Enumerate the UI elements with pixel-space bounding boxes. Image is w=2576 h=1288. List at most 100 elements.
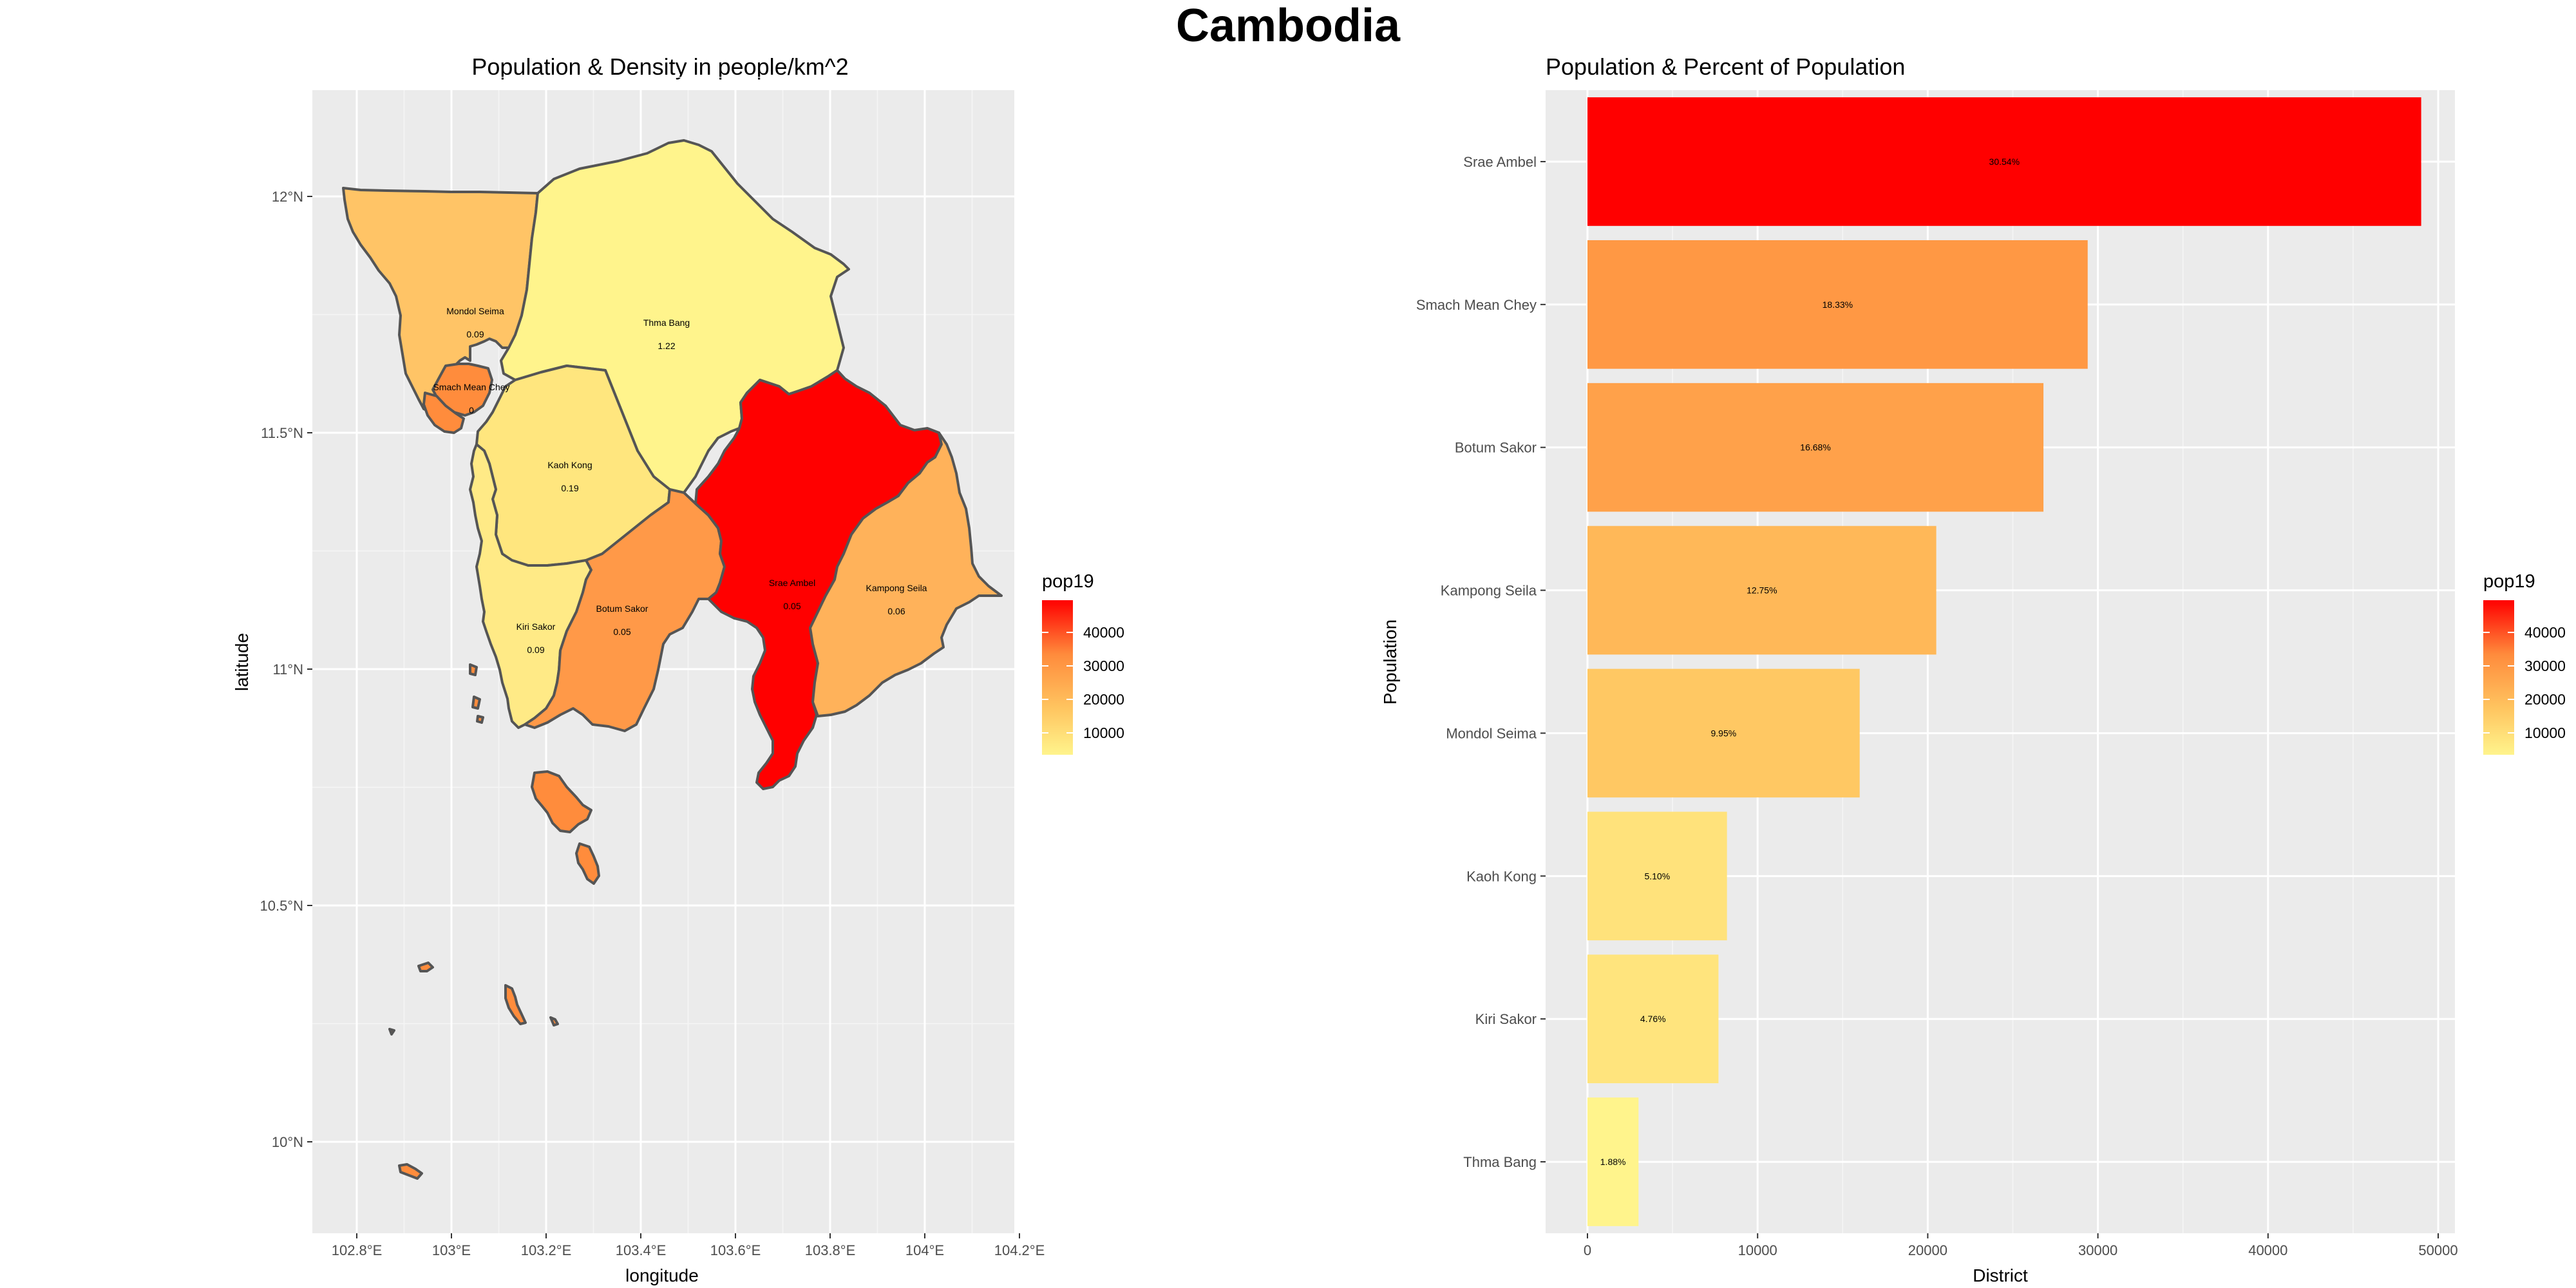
bar (1587, 526, 1937, 655)
bar-legend-title: pop19 (2483, 571, 2535, 592)
map-x-tick-label: 103.2°E (521, 1242, 572, 1258)
bar-panel-title: Population & Percent of Population (1546, 53, 1905, 80)
main-title: Cambodia (1175, 0, 1401, 52)
map-axes: 102.8°E 103°E 103.2°E 103.4°E 103.6°E 103.8°E… (260, 189, 1045, 1258)
bar-category-label: Kampong Seila (1441, 583, 1537, 599)
district-botum-sakor (524, 488, 726, 732)
map-legend-label: 30000 (1083, 658, 1124, 674)
bar-legend-colorbar (2483, 600, 2514, 755)
bar (1587, 811, 1727, 941)
bar-category-label: Thma Bang (1463, 1154, 1537, 1170)
bar-x-tick-label: 20000 (1908, 1242, 1947, 1258)
bar-percent-label: 16.68% (1800, 442, 1830, 453)
bar-percent-label: 12.75% (1747, 585, 1777, 596)
bar-percent-label: 4.76% (1640, 1014, 1666, 1024)
map-legend-title: pop19 (1042, 571, 1094, 592)
map-district-name: Mondol Seima (446, 306, 504, 316)
map-legend-ticks: 40000 30000 20000 10000 (1042, 624, 1124, 741)
map-district-name: Smach Mean Chey (433, 382, 509, 392)
map-panel-title: Population & Density in people/km^2 (471, 53, 848, 80)
island-small-7 (471, 696, 481, 710)
map-x-tick-label: 102.8°E (332, 1242, 383, 1258)
map-district-density: 0.05 (783, 601, 800, 611)
map-district-name: Kiri Sakor (516, 621, 556, 632)
island-small-5 (388, 1028, 395, 1036)
map-x-tick-label: 104°E (905, 1242, 944, 1258)
map-district-density: 0.19 (561, 483, 578, 493)
district-srae-ambel (694, 369, 943, 790)
bar-legend-label: 10000 (2524, 724, 2566, 741)
bar-category-label: Srae Ambel (1463, 154, 1537, 170)
map-y-tick-label: 11.5°N (261, 425, 303, 441)
bar (1587, 954, 1719, 1084)
bar (1587, 383, 2044, 512)
map-district-labels: Mondol Seima 0.09 Thma Bang 1.22 Smach Mean … (433, 306, 927, 655)
bar-percent-label: 30.54% (1989, 156, 2020, 167)
map-district-name: Kaoh Kong (547, 460, 592, 470)
bar-legend-label: 40000 (2524, 624, 2566, 641)
bar-y-axis-title: Population (1380, 620, 1400, 705)
map-x-axis-title: longitude (625, 1265, 699, 1285)
map-district-density: 0.09 (466, 329, 484, 339)
bar-legend-label: 30000 (2524, 658, 2566, 674)
map-district-name: Botum Sakor (596, 603, 649, 614)
map-legend: pop19 40000 30000 20000 10000 (1042, 571, 1124, 755)
map-district-density: 0.06 (887, 606, 905, 616)
map-district-density: 0.05 (613, 627, 630, 637)
island-small-8 (476, 715, 484, 724)
map-district-name: Kampong Seila (866, 583, 927, 593)
map-x-tick-label: 103.6°E (710, 1242, 761, 1258)
district-coast-islands (422, 392, 465, 434)
island-small-6 (469, 663, 478, 676)
map-y-axis-title: latitude (232, 633, 252, 691)
bar-legend-label: 20000 (2524, 691, 2566, 708)
bar-x-tick-label: 10000 (1738, 1242, 1777, 1258)
map-district-density: 0 (469, 405, 474, 415)
bar-category-label: Kiri Sakor (1475, 1011, 1537, 1027)
bar-x-tick-label: 30000 (2078, 1242, 2117, 1258)
map-district-density: 1.22 (658, 341, 675, 351)
bar-panel: Population & Percent of Population 30.54… (1380, 53, 2566, 1285)
bar-percent-label: 5.10% (1644, 871, 1670, 881)
bar-axes: 0 10000 20000 30000 40000 50000 Srae Ambel Smac… (1416, 154, 2458, 1258)
bar-percent-label: 1.88% (1600, 1157, 1626, 1167)
bar-x-tick-label: 50000 (2418, 1242, 2458, 1258)
map-x-tick-label: 103.4°E (616, 1242, 667, 1258)
bar-legend: pop19 40000 30000 20000 10000 (2483, 571, 2566, 755)
map-district-name: Srae Ambel (769, 578, 815, 588)
bar-x-tick-label: 40000 (2248, 1242, 2287, 1258)
island-small-2 (417, 961, 434, 972)
map-panel: Population & Density in people/km^2 (232, 53, 1124, 1285)
island-small-4 (549, 1016, 559, 1027)
island-kaoh-rong (531, 770, 592, 833)
bar-category-label: Botum Sakor (1455, 440, 1537, 456)
map-x-tick-label: 103°E (432, 1242, 471, 1258)
bar-x-axis-title: District (1973, 1265, 2028, 1285)
map-y-tick-label: 12°N (272, 189, 303, 205)
island-small-3 (398, 1163, 423, 1180)
map-legend-colorbar (1042, 600, 1073, 755)
map-y-tick-label: 10.5°N (260, 898, 303, 914)
bar-legend-ticks: 40000 30000 20000 10000 (2483, 624, 2566, 741)
island-kaoh-rong-samloem (575, 842, 600, 885)
bar-percent-label: 18.33% (1823, 299, 1853, 310)
bar (1587, 240, 2088, 369)
bar (1587, 668, 1860, 798)
bar-x-tick-label: 0 (1584, 1242, 1591, 1258)
bar-category-label: Smach Mean Chey (1416, 297, 1537, 313)
map-districts (342, 139, 1003, 1180)
island-small-1 (504, 984, 527, 1025)
district-kampong-seila (809, 431, 1003, 717)
map-x-tick-label: 104.2°E (994, 1242, 1045, 1258)
map-legend-label: 20000 (1083, 691, 1124, 708)
bar-category-label: Kaoh Kong (1466, 868, 1537, 884)
map-district-density: 0.09 (527, 645, 544, 655)
map-legend-label: 10000 (1083, 724, 1124, 741)
map-x-tick-label: 103.8°E (805, 1242, 856, 1258)
bar-percent-label: 9.95% (1711, 728, 1737, 738)
bar-category-label: Mondol Seima (1446, 725, 1537, 741)
map-y-tick-label: 10°N (272, 1134, 303, 1150)
bar (1587, 1097, 1639, 1226)
bar (1587, 97, 2421, 226)
bar-marks: 30.54% 18.33% 16.68% 12.75% 9.95% 5.10% 4.76% 1… (1587, 97, 2421, 1226)
